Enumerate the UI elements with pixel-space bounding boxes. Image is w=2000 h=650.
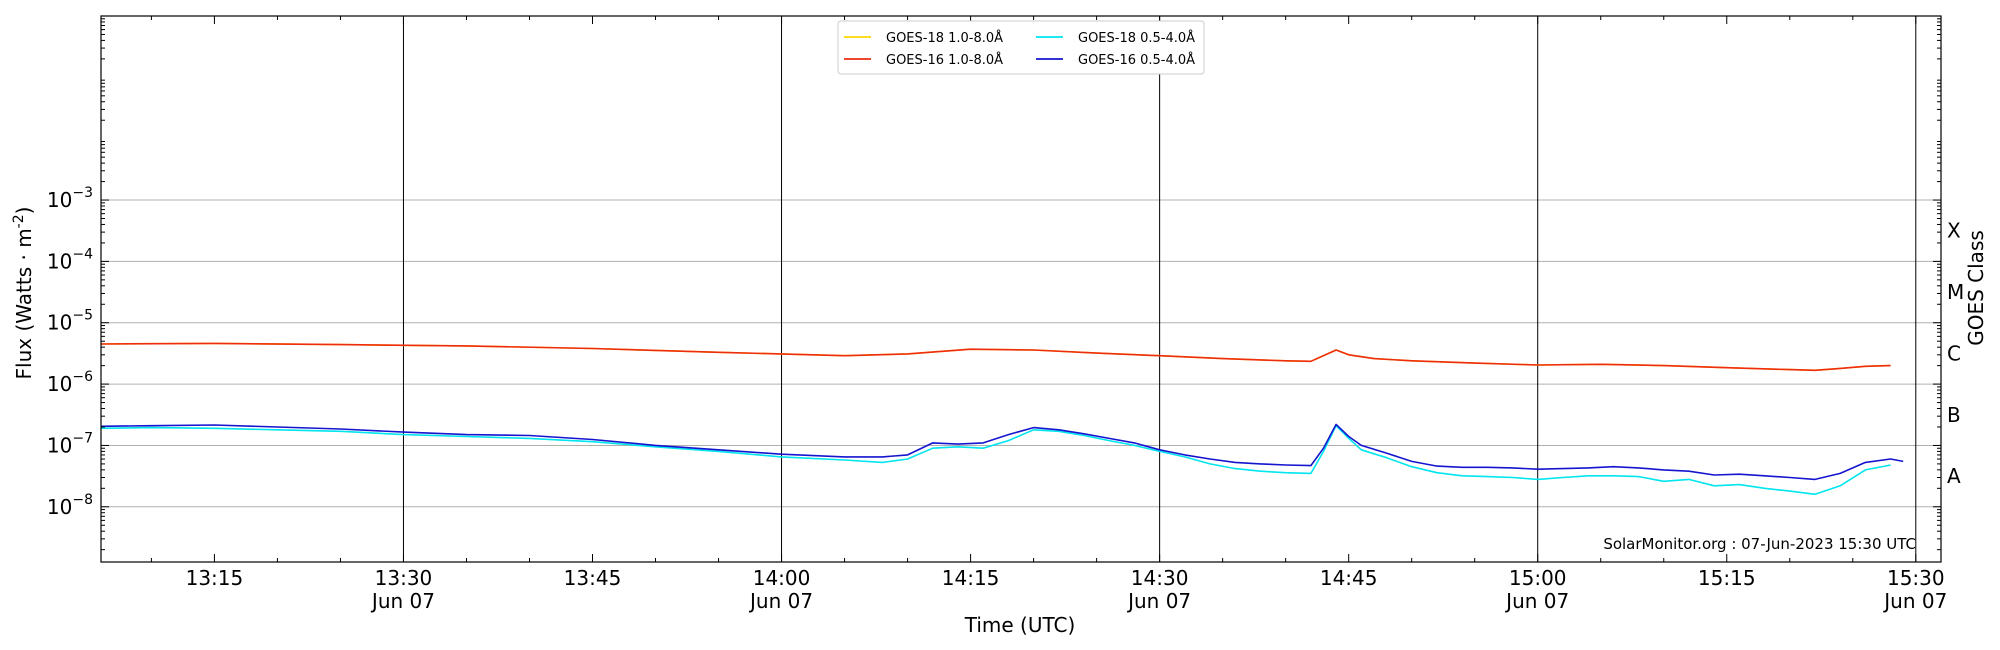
legend-entry-label: GOES-16 0.5-4.0Å — [1078, 52, 1195, 68]
y-tick-base: 10 — [47, 495, 72, 519]
y-tick-label: 10−6 — [47, 369, 93, 396]
y-tick-exponent: −7 — [72, 430, 93, 446]
grid-layer — [101, 16, 1941, 562]
x-tick-label: 15:00 — [1509, 566, 1567, 590]
x-tick-date-label: Jun 07 — [1504, 589, 1569, 613]
legend-entry-label: GOES-18 1.0-8.0Å — [886, 30, 1003, 46]
legend-entry-label: GOES-16 1.0-8.0Å — [886, 52, 1003, 68]
legend: GOES-18 1.0-8.0Å GOES-16 1.0-8.0Å GOES-18 … — [837, 20, 1205, 75]
series-layer — [100, 342, 1904, 496]
x-tick-label: 14:00 — [753, 566, 811, 590]
x-axis-title: Time (UTC) — [964, 613, 1076, 637]
y-tick-label: 10−3 — [47, 185, 93, 212]
y-tick-label: 10−7 — [47, 430, 93, 457]
x-tick-label: 13:30 — [375, 566, 433, 590]
goes-class-label: B — [1947, 403, 1961, 427]
y-tick-base: 10 — [47, 372, 72, 396]
y-tick-exponent: −4 — [72, 246, 93, 262]
x-tick-label: 13:45 — [564, 566, 622, 590]
y-tick-exponent: −6 — [72, 369, 93, 385]
goes-class-label: A — [1947, 464, 1961, 488]
y-axis-title-exponent: -2 — [11, 214, 27, 228]
x-tick-date-label: Jun 07 — [1126, 589, 1191, 613]
credit-text: SolarMonitor.org : 07-Jun-2023 15:30 UTC — [1603, 535, 1916, 553]
y-tick-exponent: −5 — [72, 308, 93, 324]
goes-class-label: C — [1947, 341, 1961, 365]
legend-box — [837, 20, 1205, 75]
y-tick-label: 10−8 — [47, 492, 93, 519]
y-axis-title-main: Flux (Watts · m — [12, 228, 36, 379]
y-tick-label: 10−5 — [47, 308, 93, 335]
x-tick-label: 15:30 — [1887, 566, 1945, 590]
y-tick-exponent: −8 — [72, 492, 93, 508]
goes-class-label: X — [1947, 219, 1961, 243]
y-tick-base: 10 — [47, 249, 72, 273]
x-tick-date-label: Jun 07 — [1882, 589, 1947, 613]
y-tick-base: 10 — [47, 433, 72, 457]
series-line-2 — [100, 342, 1891, 372]
y-axis-title: Flux (Watts · m-2) — [11, 207, 36, 380]
goes-class-label: M — [1947, 280, 1964, 304]
y-tick-base: 10 — [47, 311, 72, 335]
plot-frame — [100, 15, 1942, 563]
y-tick-base: 10 — [47, 188, 72, 212]
legend-entry-label: GOES-18 0.5-4.0Å — [1078, 30, 1195, 46]
series-line-1 — [100, 424, 1891, 496]
y-axis-title-close: ) — [12, 207, 36, 215]
series-line-3 — [100, 423, 1904, 481]
goes-class-axis-title: GOES Class — [1964, 230, 1988, 346]
x-tick-label: 13:15 — [186, 566, 244, 590]
x-tick-label: 15:15 — [1698, 566, 1756, 590]
x-tick-label: 14:15 — [942, 566, 1000, 590]
x-tick-date-label: Jun 07 — [748, 589, 813, 613]
y-tick-exponent: −3 — [72, 185, 93, 201]
x-tick-label: 14:45 — [1320, 566, 1378, 590]
x-tick-date-label: Jun 07 — [370, 589, 435, 613]
y-tick-label: 10−4 — [47, 246, 93, 273]
x-tick-label: 14:30 — [1131, 566, 1189, 590]
